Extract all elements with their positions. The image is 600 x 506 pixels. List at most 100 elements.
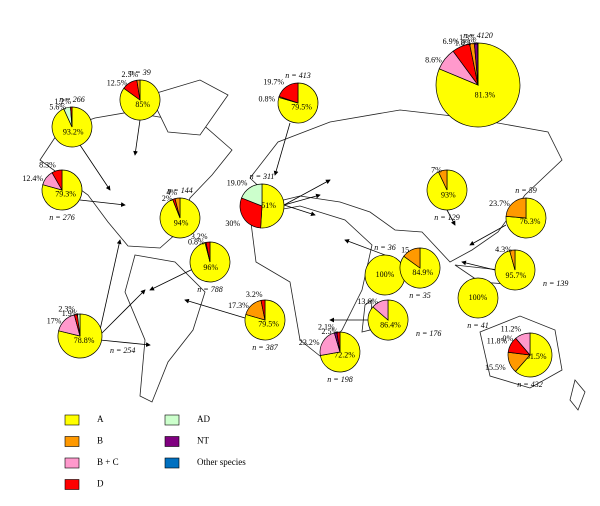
pie-slice	[278, 82, 299, 104]
slice-label: 93.2%	[63, 128, 84, 137]
slice-label: 17%	[47, 317, 62, 326]
sample-size: n = 311	[250, 172, 275, 181]
legend-swatch	[164, 436, 180, 447]
arrow	[149, 267, 196, 291]
pie-slice	[438, 169, 448, 191]
africa	[249, 205, 373, 357]
sample-size: n = 413	[285, 71, 310, 80]
slice-label: 85%	[135, 100, 150, 109]
sample-size: n = 139	[543, 279, 568, 288]
slice-label: 8.6%	[425, 55, 442, 64]
slice-label: 86.4%	[380, 320, 401, 329]
pie-slice	[136, 79, 141, 101]
arrow	[79, 199, 126, 207]
sample-size: n = 4120	[463, 31, 492, 40]
arrow	[273, 122, 291, 176]
slice-label: 13.6%	[357, 297, 378, 306]
slice-label: 15	[401, 245, 409, 254]
slice-label: 15.5%	[485, 363, 506, 372]
pie-slice	[70, 106, 73, 128]
slice-label: 11.2%	[501, 324, 522, 333]
arrow	[184, 298, 246, 319]
slice-label: 0.8%	[258, 95, 275, 104]
eurasia	[249, 109, 563, 263]
pie-slice	[403, 247, 421, 269]
pie-charts: 81.3% 8.6%6.9%1.8%1.3%0.1%n = 4120 93.2% 5.…	[22, 31, 568, 389]
slice-label: 7%	[431, 165, 442, 174]
pie-slice	[260, 299, 266, 321]
legend-label: AD	[197, 414, 210, 424]
legend-swatch	[64, 479, 80, 490]
slice-label: 72.2%	[334, 351, 355, 360]
arrow	[469, 224, 507, 246]
slice-label: 30%	[225, 219, 240, 228]
south-america	[124, 254, 206, 403]
sample-size: n = 35	[409, 291, 430, 300]
pie-slice	[505, 197, 527, 219]
sample-size: n = 276	[49, 213, 74, 222]
slice-label: 2.3%	[58, 304, 75, 313]
pie-slice	[51, 169, 63, 192]
sample-size: n = 39	[129, 68, 150, 77]
pie-slice	[76, 313, 81, 337]
sample-size: n = 387	[252, 343, 278, 352]
slice-label: 23.2%	[299, 338, 320, 347]
new-zealand	[569, 379, 586, 411]
slice-label: 79.3%	[55, 190, 76, 199]
sample-size: n = 198	[327, 375, 352, 384]
slice-label: 3.2%	[191, 232, 208, 241]
legend-swatch	[64, 436, 80, 447]
slice-label: 19.7%	[263, 77, 284, 86]
pie-slice	[515, 332, 531, 356]
pie-slice	[367, 299, 409, 341]
pie-slice	[457, 277, 499, 319]
legend-label: D	[97, 479, 104, 489]
arrow	[283, 179, 331, 206]
legend-label: Other species	[197, 457, 246, 467]
slice-label: 96%	[203, 263, 218, 272]
sample-size: n = 176	[416, 329, 441, 338]
pie-slice	[509, 249, 516, 271]
sample-size: n = 129	[434, 213, 459, 222]
arrow	[133, 119, 141, 156]
slice-label: 61.5%	[526, 352, 547, 361]
slice-label: 4.3%	[495, 245, 512, 254]
pie-slice	[514, 332, 553, 378]
legend-swatch	[164, 457, 180, 469]
slice-label: 51%	[261, 201, 276, 210]
arrow	[99, 239, 122, 331]
slice-label: 94%	[174, 219, 189, 228]
slice-label: 81.3%	[475, 90, 496, 99]
slice-label: 8.3%	[39, 161, 56, 170]
pie-slice	[372, 299, 389, 321]
legend-swatch	[64, 414, 80, 426]
slice-label: 84.9%	[412, 268, 433, 277]
slice-label: 79.5%	[291, 103, 312, 112]
slice-label: 0.1%	[461, 38, 478, 47]
legend-swatch	[164, 414, 180, 426]
slice-label: 100%	[376, 270, 395, 279]
pie-slice	[435, 42, 521, 128]
legend-label: A	[97, 414, 104, 424]
slice-label: 4%	[166, 188, 177, 197]
sample-size: n = 41	[467, 321, 488, 330]
pie-slice	[239, 197, 263, 229]
slice-label: 19.0%	[227, 178, 248, 187]
arrow	[283, 204, 316, 217]
sample-size: n = 432	[517, 380, 542, 389]
slice-label: 12.4%	[22, 174, 43, 183]
arrow	[344, 239, 386, 256]
pie-slice	[174, 197, 181, 219]
slice-label: 2.5%	[121, 70, 138, 79]
legend-label: NT	[197, 436, 209, 446]
pie-slice	[336, 331, 341, 353]
slice-label: 23.7%	[489, 199, 510, 208]
slice-label: 12.5%	[107, 78, 128, 87]
sample-size: n = 144	[167, 186, 192, 195]
arrow	[446, 209, 456, 226]
slice-label: 17.3%	[228, 301, 249, 310]
sample-size: n = 788	[197, 285, 222, 294]
slice-label: 79.5%	[258, 320, 279, 329]
arrows	[79, 119, 507, 347]
slice-label: 1.2%	[54, 97, 71, 106]
